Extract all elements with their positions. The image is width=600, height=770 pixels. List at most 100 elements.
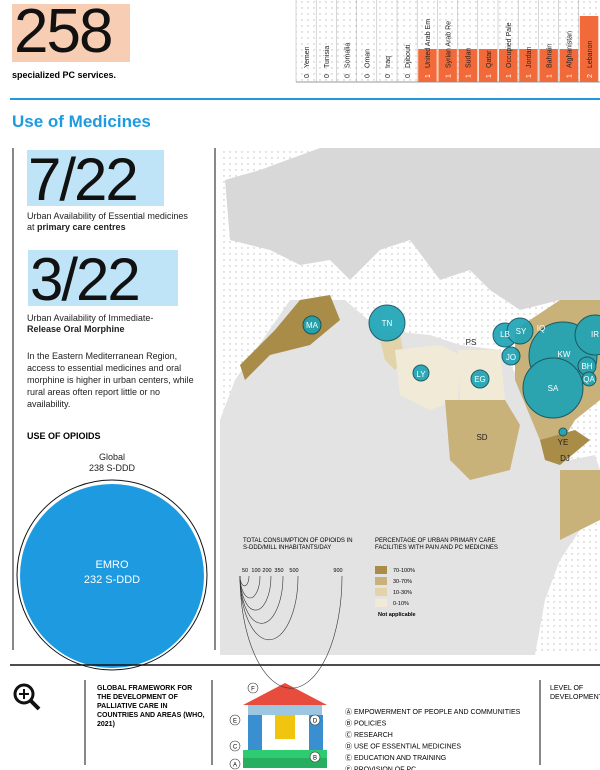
size-tick: 350: [274, 568, 283, 574]
column-country: Afghanistan: [567, 31, 574, 68]
opioids-title: USE OF OPIOIDS: [27, 431, 101, 441]
house-diagram: [243, 683, 327, 768]
letter-badge: [309, 751, 321, 763]
framework-item: Ⓑ POLICIES: [345, 720, 387, 728]
column-country: Jordan: [526, 46, 533, 68]
column-country: Tunisia: [324, 46, 331, 68]
country: [445, 400, 520, 480]
column-country: Syrian Arab Re: [445, 21, 452, 68]
country: [540, 430, 590, 465]
country-label: LB: [500, 330, 510, 339]
column-value: 2: [587, 74, 594, 78]
stat-highlight: [28, 250, 178, 306]
column-value: 0: [304, 74, 311, 78]
bar: [539, 49, 558, 82]
column-value: 1: [466, 74, 473, 78]
framework-item: Ⓒ RESEARCH: [345, 731, 393, 739]
text: Release Oral Morphine: [27, 324, 125, 334]
legend-swatch: [375, 577, 387, 585]
size-tick: 500: [289, 568, 298, 574]
framework-item: Ⓕ PROVISION OF PC: [345, 766, 416, 770]
column-country: Yemen: [304, 46, 311, 68]
text: Urban Availability of Essential medicine…: [27, 211, 188, 232]
caption: specialized PC services.: [12, 70, 117, 80]
zoom-icon: [13, 683, 41, 711]
country-label: SY: [516, 327, 527, 336]
emro-value: 232 S-DDD: [83, 574, 141, 586]
column-country: United Arab Em: [425, 19, 432, 68]
country-label: KW: [558, 350, 571, 359]
letter: A: [233, 763, 237, 769]
text: primary care centres: [37, 222, 126, 232]
size-arc: [239, 575, 343, 689]
legend-label: 70-100%: [393, 568, 415, 574]
letter: C: [233, 745, 238, 751]
global-label: Global: [98, 452, 125, 462]
europe: [225, 148, 600, 320]
column-country: Iraq: [385, 56, 392, 68]
country-label: PS: [466, 338, 477, 347]
letter: E: [233, 719, 237, 725]
column-country: Occupied Pale: [506, 22, 513, 68]
letter-badge: [229, 740, 241, 752]
column-country: Somalia: [344, 43, 351, 68]
legend-swatch: [375, 588, 387, 596]
column-value: 0: [405, 74, 412, 78]
column-value: 0: [324, 74, 331, 78]
global-value: 238 S-DDD: [88, 463, 135, 473]
country: [560, 470, 600, 540]
country-label: DJ: [560, 454, 570, 463]
country-label: QA: [583, 375, 595, 384]
column-country: Lebanon: [587, 41, 594, 68]
letter-badge: [309, 714, 321, 726]
letter-badge: [229, 758, 241, 770]
bar: [519, 49, 538, 82]
country-label: SD: [476, 433, 487, 442]
section-title: Use of Medicines: [12, 112, 151, 131]
global-circle: [16, 479, 208, 671]
column-country: Qatar: [486, 50, 493, 68]
legend-swatch: [375, 599, 387, 607]
column-value: 0: [385, 74, 392, 78]
legend-label: 10-30%: [393, 590, 412, 596]
column-country: Sudan: [466, 48, 473, 68]
country-label: EG: [474, 375, 486, 384]
stat-value: 7/22: [28, 146, 139, 213]
emro-label: EMRO: [95, 559, 129, 571]
country-label: TN: [382, 319, 393, 328]
letter: F: [251, 687, 255, 693]
country-label: IR: [591, 330, 599, 339]
legend-label: 30-70%: [393, 579, 412, 585]
stat-caption: Urban Availability of Essential medicine…: [27, 211, 197, 233]
stat-value: 3/22: [30, 246, 141, 313]
letter: B: [313, 756, 317, 762]
size-legend-title: TOTAL CONSUMPTION OF OPIOIDS IN S-DDD/MI…: [243, 538, 353, 551]
level-label: LEVEL OF DEVELOPMENT: [550, 685, 600, 701]
bubbles: [302, 304, 600, 437]
africa: [220, 300, 600, 655]
bar: [458, 49, 478, 82]
framework-item: Ⓓ USE OF ESSENTIAL MEDICINES: [345, 743, 461, 751]
column-value: 0: [365, 74, 372, 78]
size-tick: 200: [262, 568, 271, 574]
column-value: 1: [567, 74, 574, 78]
column-value: 0: [344, 74, 351, 78]
column-value: 1: [486, 74, 493, 78]
country-label: MA: [306, 321, 319, 330]
size-tick: 50: [242, 568, 248, 574]
letter-badge: [229, 714, 241, 726]
bar: [478, 49, 498, 82]
column-country: Djibouti: [405, 44, 412, 68]
legend-swatch: [375, 566, 387, 574]
paragraph: In the Eastern Mediterranean Region, acc…: [27, 351, 194, 409]
stat-highlight: [27, 150, 164, 206]
letter: D: [313, 719, 318, 725]
country-label: LY: [416, 370, 426, 379]
country-label: IQ: [537, 324, 545, 333]
emro-circle: [20, 484, 204, 668]
bar: [579, 16, 599, 82]
bar: [559, 49, 579, 82]
column-value: 1: [445, 74, 452, 78]
country-label: YE: [558, 438, 569, 447]
column-country: Oman: [365, 49, 372, 68]
